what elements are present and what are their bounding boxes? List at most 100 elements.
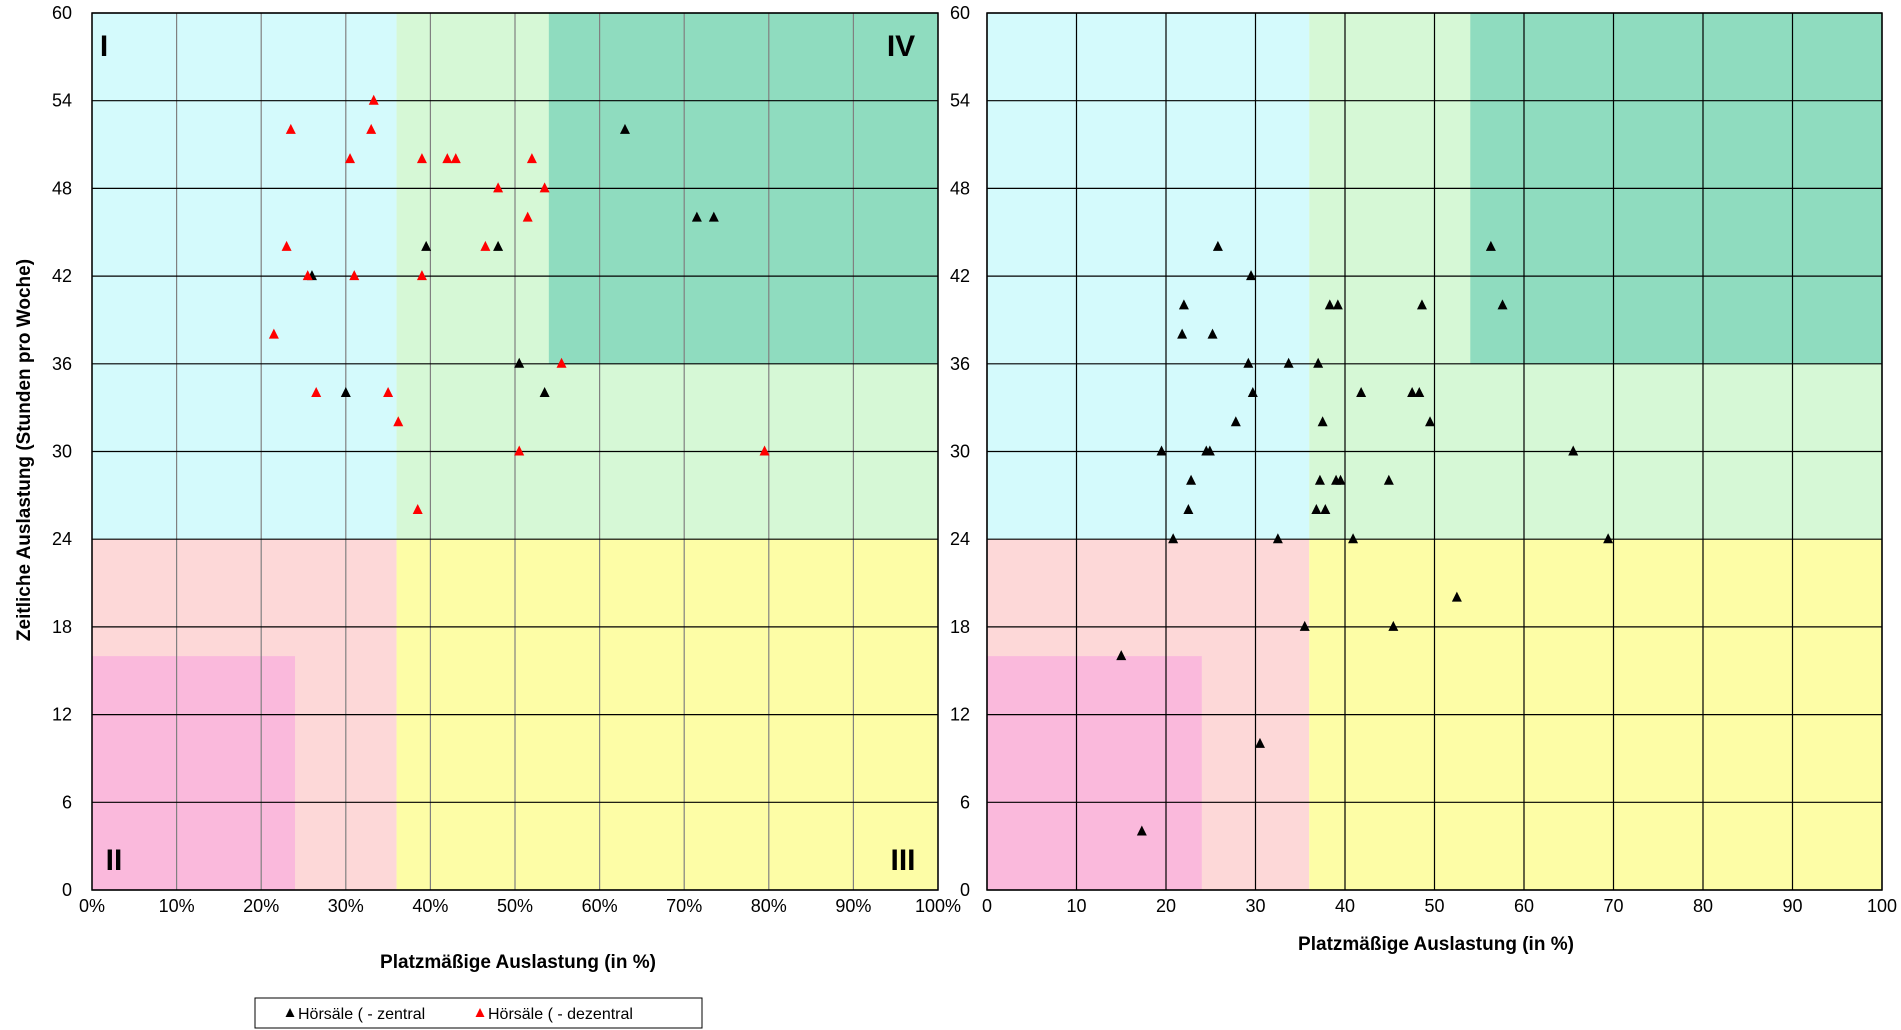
x-tick-label: 90% [835,896,871,916]
right-scatter-plot: 0 10 20 30 40 50 60 70 80 90 100 0 6 12 18 24 30 36 42 48 54… [950,3,1897,916]
data-point [1603,533,1614,544]
legend-entry-dezentral: Hörsäle ( - dezentral [488,1006,633,1023]
y-tick-label: 54 [52,91,72,111]
x-tick-label: 0 [982,896,992,916]
data-point [1247,387,1258,398]
data-point [1254,737,1265,748]
quadrant-label-iii: III [890,844,915,877]
data-point [1383,474,1394,485]
data-point [383,387,394,398]
data-point [281,240,292,251]
data-point [1451,591,1462,602]
right-x-axis-label: Platzmäßige Auslastung (in %) [1298,934,1574,955]
y-tick-label: 6 [62,792,72,812]
data-point [1243,357,1254,368]
x-tick-label: 80 [1693,896,1713,916]
x-tick-label: 60 [1514,896,1534,916]
data-point [1136,825,1147,836]
data-point [450,153,461,164]
data-point [1497,299,1508,310]
quadrant-label-ii: II [106,844,123,877]
data-point [514,445,525,456]
zone-5 [92,656,296,890]
data-point [1332,299,1343,310]
left-scatter-plot: 0% 10% 20% 30% 40% 50% 60% 70% 80% 90% 100% 0 6 12 18 2… [52,3,961,916]
y-tick-label: 18 [52,617,72,637]
plot-border [986,12,1883,891]
y-tick-label: 24 [950,529,970,549]
x-tick-label: 40 [1335,896,1355,916]
y-tick-label: 36 [950,354,970,374]
data-point [311,387,322,398]
data-point [345,153,356,164]
y-tick-label: 36 [52,354,72,374]
data-point [416,153,427,164]
data-point [1178,299,1189,310]
x-tick-label: 90 [1782,896,1802,916]
y-tick-label: 12 [52,705,72,725]
data-point [285,123,296,134]
y-tick-label: 48 [950,178,970,198]
x-tick-label: 0% [79,896,105,916]
data-point [708,211,719,222]
data-point [1168,533,1179,544]
x-tick-label: 10% [159,896,195,916]
data-point [1313,357,1324,368]
x-tick-label: 50% [497,896,533,916]
data-point [1320,503,1331,514]
data-point [1317,416,1328,427]
data-point [1348,533,1359,544]
y-tick-label: 30 [52,442,72,462]
data-point [1299,620,1310,631]
x-tick-label: 80% [751,896,787,916]
data-point [1204,445,1215,456]
x-tick-label: 100 [1867,896,1897,916]
data-point [412,503,423,514]
data-point [1314,474,1325,485]
x-tick-label: 40% [412,896,448,916]
legend-entry-zentral: Hörsäle ( - zentral [298,1006,425,1023]
y-tick-label: 42 [52,266,72,286]
data-point [619,123,630,134]
plot-border [91,12,939,891]
data-point [1156,445,1167,456]
data-point [1116,650,1127,661]
data-point [526,153,537,164]
data-point [1207,328,1218,339]
data-point [522,211,533,222]
left-x-axis-label: Platzmäßige Auslastung (in %) [380,952,656,973]
data-point [1414,387,1425,398]
legend: Hörsäle ( - zentral Hörsäle ( - dezentra… [254,997,703,1029]
data-point [1407,387,1418,398]
x-tick-label: 20 [1156,896,1176,916]
data-point [1568,445,1579,456]
x-tick-label: 30 [1245,896,1265,916]
data-point [416,270,427,281]
data-point [1177,328,1188,339]
y-tick-label: 0 [960,880,970,900]
data-point [340,387,351,398]
data-point [366,123,377,134]
y-tick-label: 12 [950,705,970,725]
data-point [1183,503,1194,514]
data-point [759,445,770,456]
y-tick-label: 24 [52,529,72,549]
x-tick-label: 30% [328,896,364,916]
y-tick-label: 48 [52,178,72,198]
y-tick-label: 42 [950,266,970,286]
data-point [1485,240,1496,251]
data-point [1425,416,1436,427]
x-tick-label: 10 [1066,896,1086,916]
left-y-axis-label: Zeitliche Auslastung (Stunden pro Woche) [14,259,35,641]
quadrant-label-i: I [100,30,108,63]
data-point [421,240,432,251]
data-point [1272,533,1283,544]
data-point [1230,416,1241,427]
data-point [1212,240,1223,251]
x-tick-label: 100% [915,896,961,916]
data-point [539,182,550,193]
y-tick-label: 6 [960,792,970,812]
data-point [1283,357,1294,368]
data-point [1335,474,1346,485]
